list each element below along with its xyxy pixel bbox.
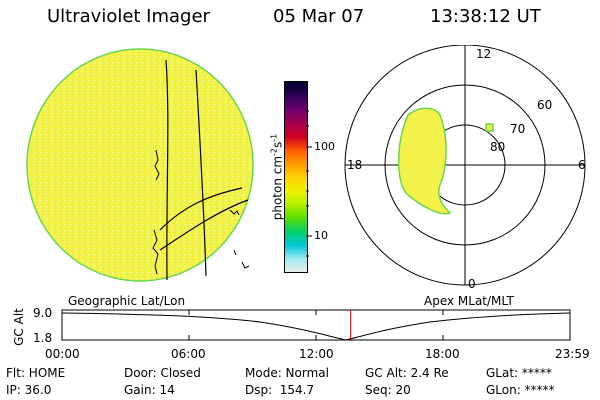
mlt-12-label: 12 xyxy=(476,47,492,61)
coastlines xyxy=(152,149,250,275)
status-glon: GLon: ***** xyxy=(486,383,555,397)
colorbar-tick-10: 10 xyxy=(314,229,328,242)
colorbar-tick-100: 100 xyxy=(314,140,335,153)
status-door: Door: Closed xyxy=(124,366,201,380)
geo-gridlines xyxy=(159,59,249,281)
colorbar-unit-s: s xyxy=(270,141,285,148)
status-gain: Gain: 14 xyxy=(124,383,175,397)
status-seq: Seq: 20 xyxy=(365,383,411,397)
altitude-strip-chart xyxy=(61,309,571,341)
auroral-oval xyxy=(397,107,452,215)
altitude-xtick-1: 06:00 xyxy=(171,347,206,361)
altitude-ymax: 9.0 xyxy=(33,306,53,320)
app-title: Ultraviolet Imager xyxy=(47,6,210,27)
altitude-ylabel: GC Alt xyxy=(12,308,26,346)
apex-panel-label: Apex MLat/MLT xyxy=(424,294,514,308)
altitude-xticks xyxy=(61,310,571,340)
status-glat: GLat: ***** xyxy=(486,366,552,380)
auroral-spot xyxy=(485,123,494,132)
altitude-xtick-4: 23:59 xyxy=(555,347,590,361)
colorbar-unit-text: photon cm xyxy=(270,155,285,221)
mlt-0-label: 0 xyxy=(468,277,476,291)
time-readout: 13:38:12 UT xyxy=(430,6,541,27)
geographic-panel-label: Geographic Lat/Lon xyxy=(68,294,186,308)
status-dsp: Dsp: 154.7 xyxy=(245,383,315,397)
colorbar-unit-label: photon cm-2s-1 xyxy=(270,134,285,221)
geographic-image xyxy=(26,48,254,282)
status-mode: Mode: Normal xyxy=(245,366,329,380)
lat-60-label: 60 xyxy=(537,98,553,112)
status-ip: IP: 36.0 xyxy=(6,383,52,397)
colorbar-ticks xyxy=(306,110,312,257)
mlt-18-label: 18 xyxy=(347,158,363,172)
mlt-6-label: 6 xyxy=(578,158,586,172)
altitude-ymin: 1.8 xyxy=(33,331,53,345)
colorbar-unit-exp2: -1 xyxy=(269,133,279,142)
lat-70-label: 70 xyxy=(510,122,526,136)
status-flt: Flt: HOME xyxy=(6,366,66,380)
date-readout: 05 Mar 07 xyxy=(273,6,365,27)
apex-polar-plot xyxy=(344,45,586,286)
altitude-xtick-3: 18:00 xyxy=(425,347,460,361)
colorbar xyxy=(284,81,308,273)
earth-disk xyxy=(26,48,254,282)
altitude-trace xyxy=(61,312,571,341)
colorbar-unit-exp1: -2 xyxy=(269,147,279,156)
altitude-xtick-0: 00:00 xyxy=(45,347,80,361)
altitude-xtick-2: 12:00 xyxy=(299,347,334,361)
status-gcalt: GC Alt: 2.4 Re xyxy=(365,366,449,380)
lat-80-label: 80 xyxy=(490,140,506,154)
